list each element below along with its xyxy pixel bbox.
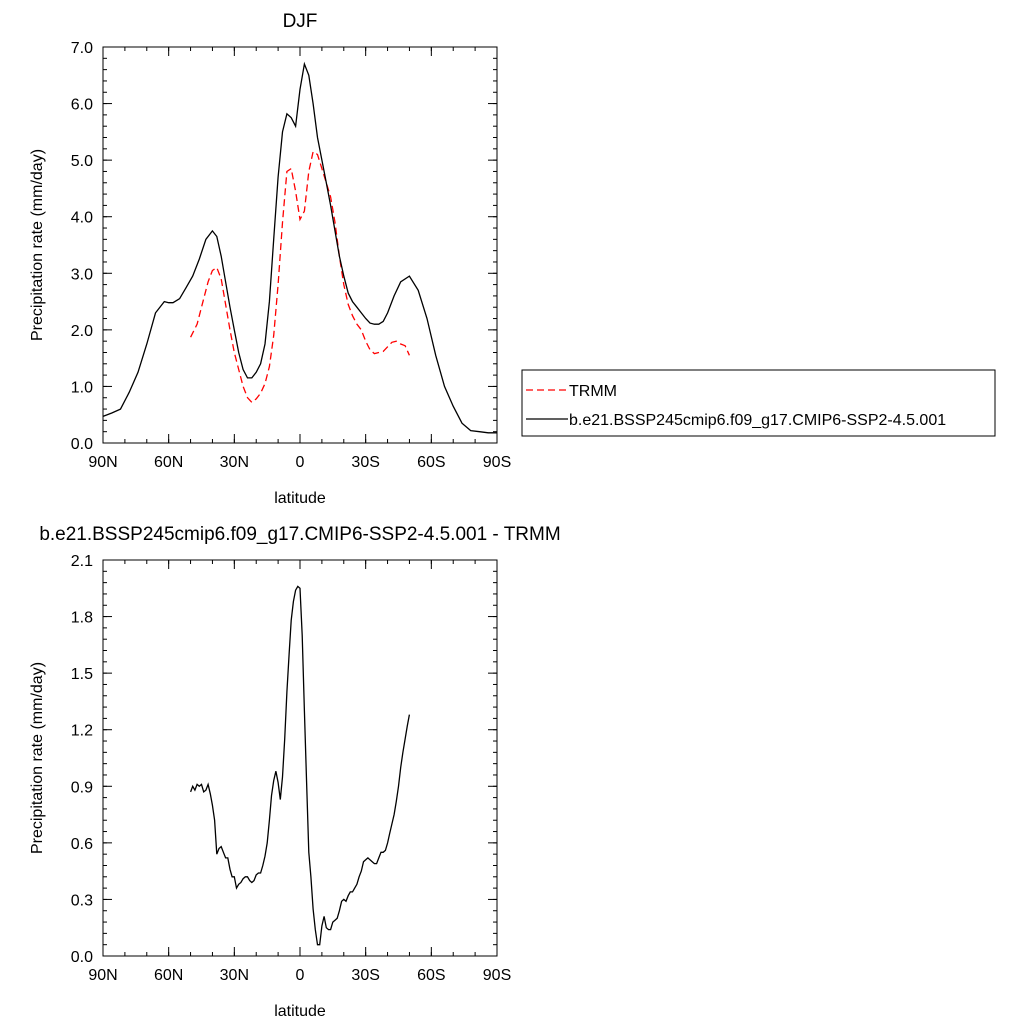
plot-frame: [102, 46, 498, 444]
chart-title: b.e21.BSSP245cmip6.f09_g17.CMIP6-SSP2-4.…: [39, 524, 560, 545]
y-tick-label: 0.0: [71, 436, 93, 453]
legend: TRMM b.e21.BSSP245cmip6.f09_g17.CMIP6-SSP…: [521, 369, 996, 437]
legend-label: b.e21.BSSP245cmip6.f09_g17.CMIP6-SSP2-4.…: [569, 412, 946, 429]
x-tick-label: 30N: [220, 454, 249, 471]
y-tick-label: 1.5: [71, 666, 93, 683]
y-tick-label: 7.0: [71, 40, 93, 57]
y-tick-label: 6.0: [71, 97, 93, 114]
y-tick-label: 0.0: [71, 949, 93, 966]
chart-1: 90N 60N 30N 0 30S 60S 90S 0.0 1.0 2.0 3.0 4.0 5.0 6.0…: [29, 11, 996, 507]
x-tick-label: 90S: [483, 454, 511, 471]
y-tick-label: 0.6: [71, 836, 93, 853]
x-tick-label: 90N: [88, 967, 117, 984]
y-axis-label: Precipitation rate (mm/day): [29, 149, 46, 341]
y-tick-label: 2.1: [71, 553, 93, 570]
legend-box: [521, 369, 996, 437]
x-tick-label: 90S: [483, 967, 511, 984]
x-tick-label: 0: [296, 967, 305, 984]
x-tick-label: 30S: [351, 967, 379, 984]
y-tick-label: 1.0: [71, 379, 93, 396]
x-tick-label: 90N: [88, 454, 117, 471]
y-tick-label: 0.3: [71, 892, 93, 909]
y-tick-label: 4.0: [71, 210, 93, 227]
legend-label: TRMM: [569, 383, 617, 400]
x-tick-label: 60S: [417, 967, 445, 984]
series-line-difference: [189, 585, 411, 946]
x-axis-label: latitude: [274, 1003, 326, 1020]
y-tick-label: 2.0: [71, 323, 93, 340]
series-line-b-e21-bssp245cmip6-f09-g17-cmip6-ssp2-4-5-001: [102, 61, 497, 434]
x-tick-label: 60N: [154, 454, 183, 471]
y-tick-label: 0.9: [71, 779, 93, 796]
chart-2: 90N 60N 30N 0 30S 60S 90S 0.0 0.3 0.6 0.9 1.2 1.5 1.8…: [29, 524, 561, 1020]
y-tick-label: 1.8: [71, 610, 93, 627]
x-tick-label: 30S: [351, 454, 379, 471]
chart-title: DJF: [283, 11, 318, 32]
x-tick-label: 60N: [154, 967, 183, 984]
x-axis-label: latitude: [274, 490, 326, 507]
y-axis-label: Precipitation rate (mm/day): [29, 662, 46, 854]
x-tick-label: 0: [296, 454, 305, 471]
x-tick-label: 60S: [417, 454, 445, 471]
x-tick-label: 30N: [220, 967, 249, 984]
y-tick-label: 3.0: [71, 266, 93, 283]
plot-frame: [102, 559, 498, 957]
y-tick-label: 1.2: [71, 723, 93, 740]
series-line-trmm: [190, 150, 410, 404]
y-tick-label: 5.0: [71, 153, 93, 170]
